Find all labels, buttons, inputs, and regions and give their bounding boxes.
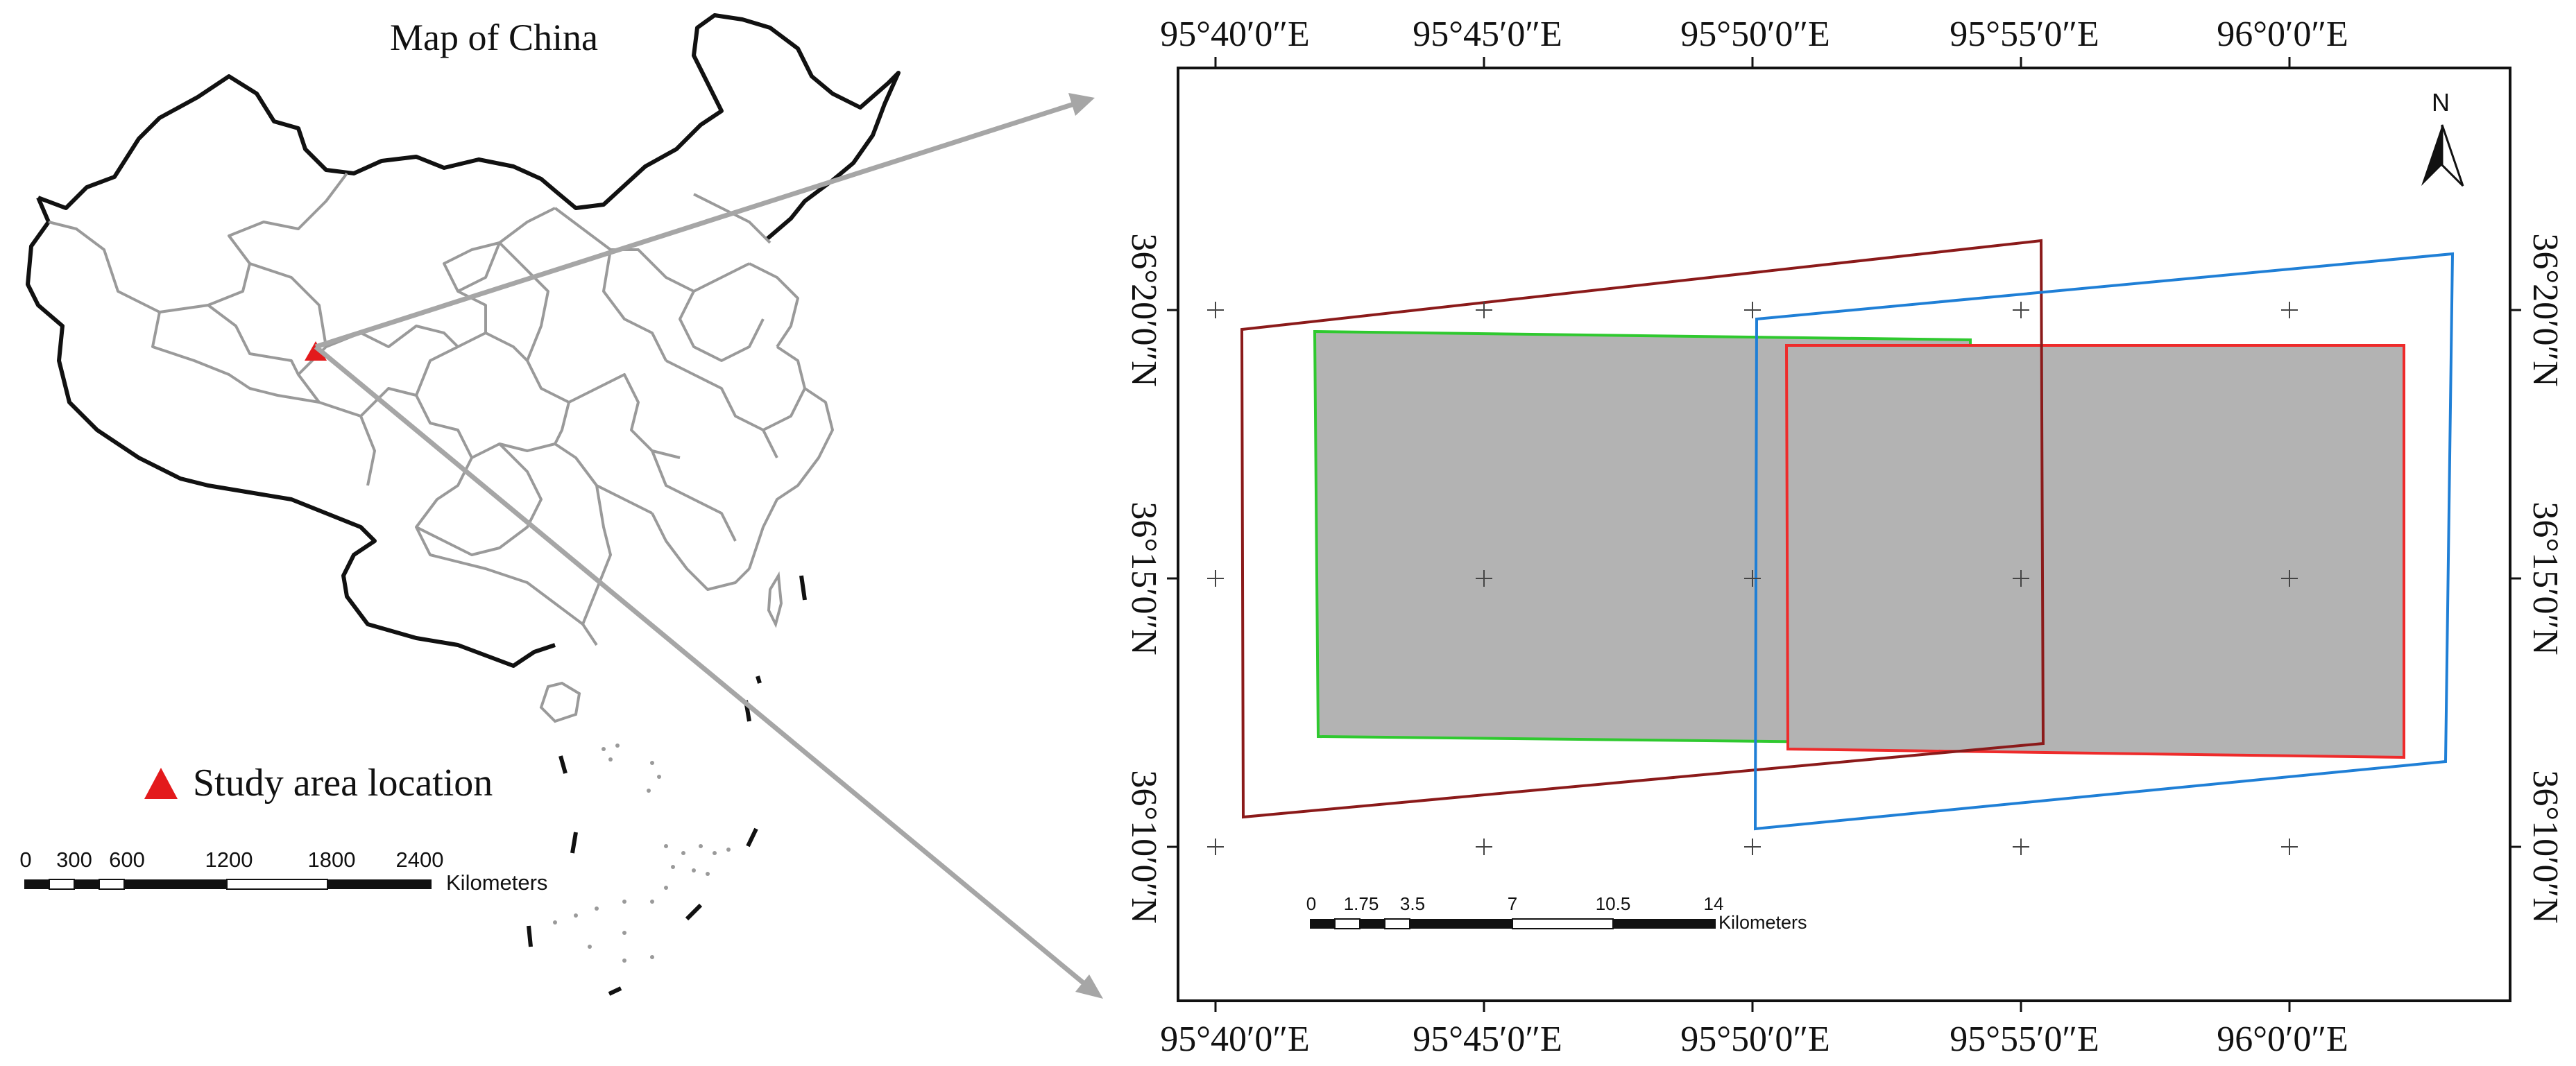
scale-tick-label: 600 (109, 848, 145, 872)
island-mark (608, 986, 622, 996)
island-mark (527, 925, 533, 947)
scale-tick-label: 3.5 (1400, 893, 1425, 914)
lon-label-top: 95°40′0″E (1160, 15, 1310, 54)
scale-tick-label: 1.75 (1344, 893, 1379, 914)
north-arrow-label: N (2432, 88, 2450, 117)
island-dots (553, 743, 731, 963)
lat-label-left: 36°10′0″N (1124, 770, 1163, 923)
island-mark (685, 903, 703, 921)
graticule-crosses (1207, 302, 2298, 855)
lon-label-bottom: 95°55′0″E (1950, 1020, 2099, 1059)
lat-label-left: 36°15′0″N (1124, 501, 1163, 655)
arrow-head-upper (1068, 93, 1095, 116)
scale-tick-label: 0 (1306, 893, 1316, 914)
lon-label-top: 95°55′0″E (1950, 15, 2099, 54)
scale-tick-label: 2400 (396, 848, 444, 872)
island-mark (799, 575, 807, 601)
scale-tick-label: 14 (1704, 893, 1724, 914)
scale-tick-label: 300 (56, 848, 92, 872)
lon-label-top: 96°0′0″E (2217, 15, 2348, 54)
study-area-panel: 95°40′0″E 95°45′0″E 95°50′0″E 95°55′0″E … (1124, 15, 2565, 1059)
lat-label-right: 36°20′0″N (2525, 233, 2565, 386)
north-arrow-icon (2421, 125, 2442, 186)
china-scale-bar: 0 300 600 1200 1800 2400 Kilometers (19, 848, 547, 895)
scale-unit-label: Kilometers (446, 870, 547, 895)
china-country-outline (37, 13, 901, 241)
scale-tick-label: 1200 (205, 848, 253, 872)
scale-tick-label: 0 (19, 848, 31, 872)
legend-triangle-icon (144, 768, 178, 799)
scale-tick-label: 7 (1508, 893, 1517, 914)
study-area-scale-bar: 0 1.75 3.5 7 10.5 14 Kilometers (1306, 893, 1807, 933)
lon-label-bottom: 95°45′0″E (1413, 1020, 1562, 1059)
scale-tick-label: 10.5 (1596, 893, 1631, 914)
hainan-outline (539, 681, 581, 723)
scale-tick-label: 1800 (308, 848, 356, 872)
lon-label-bottom: 95°50′0″E (1680, 1020, 1830, 1059)
arrow-line-lower (314, 345, 1088, 987)
footprint-dark-red (1240, 239, 2045, 819)
map-legend: Study area location (144, 762, 493, 805)
china-map-panel: Map of China (19, 13, 901, 996)
study-area-marker (305, 341, 327, 361)
lon-label-top: 95°45′0″E (1413, 15, 1562, 54)
taiwan-outline (767, 571, 783, 628)
legend-label: Study area location (193, 762, 493, 805)
china-southwest-outline (26, 196, 556, 668)
arrow-head-lower (1075, 974, 1103, 999)
overlap-area-red (1784, 344, 2405, 759)
footprint-blue (1753, 252, 2455, 831)
arrow-line-upper (314, 101, 1075, 350)
north-arrow: N (2421, 88, 2464, 187)
connector-arrows (314, 93, 1103, 999)
lat-label-left: 36°20′0″N (1124, 233, 1163, 386)
lon-label-top: 95°50′0″E (1680, 15, 1830, 54)
island-mark (756, 676, 762, 684)
province-boundaries (48, 172, 834, 646)
island-mark (570, 832, 578, 854)
lon-label-bottom: 96°0′0″E (2217, 1020, 2348, 1059)
frame-ticks (1167, 57, 2521, 1012)
lat-label-right: 36°15′0″N (2525, 501, 2565, 655)
lon-label-bottom: 95°40′0″E (1160, 1020, 1310, 1059)
scale-unit-label: Kilometers (1718, 912, 1807, 933)
island-mark (558, 755, 568, 774)
lat-label-right: 36°10′0″N (2525, 770, 2565, 923)
island-mark (746, 827, 758, 848)
china-map-title: Map of China (390, 17, 598, 58)
